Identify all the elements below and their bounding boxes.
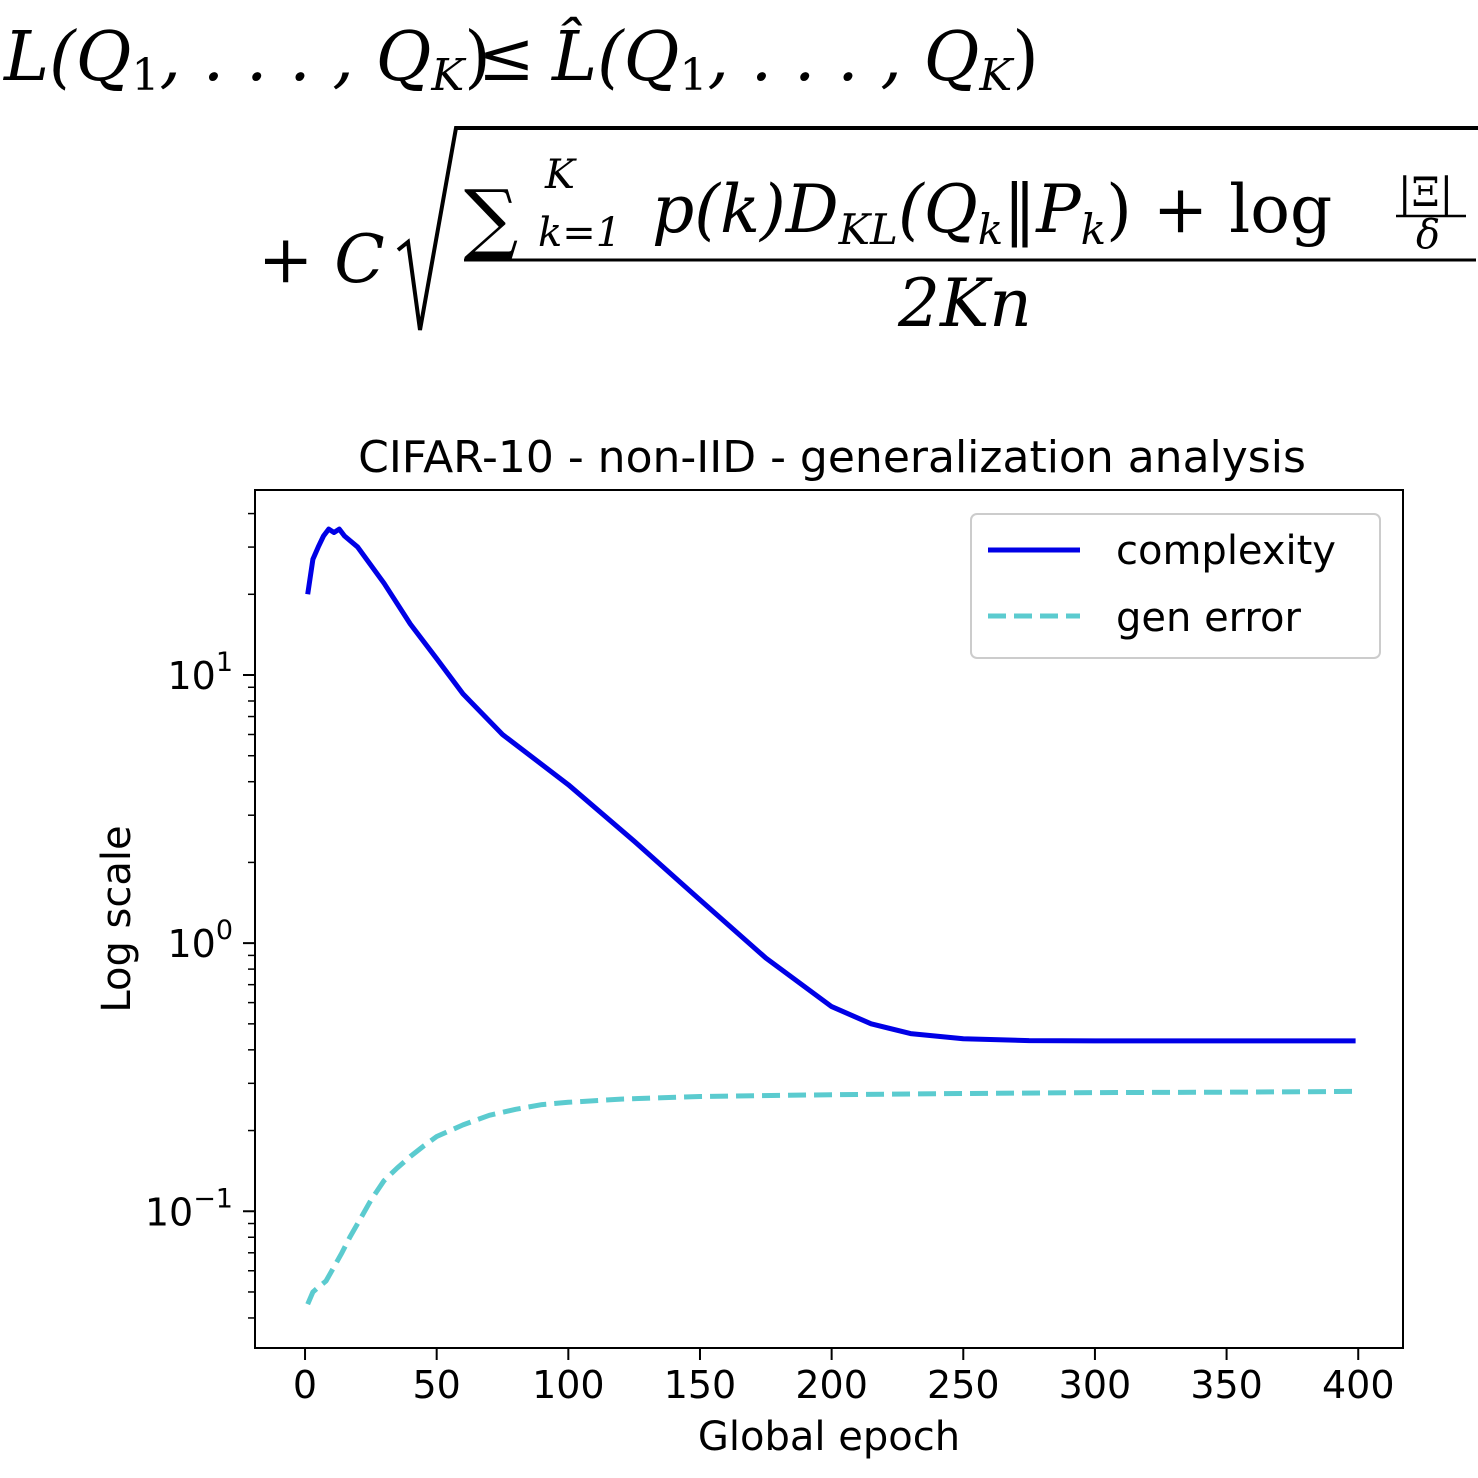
chart: CIFAR-10 - non-IID - generalization anal… xyxy=(94,432,1404,1460)
formula-KL-sub: KL xyxy=(838,205,898,254)
formula-denominator: 2Kn xyxy=(897,265,1032,342)
x-tick-label: 100 xyxy=(532,1363,605,1407)
x-tick-label: 150 xyxy=(664,1363,737,1407)
formula-close-paren-b: ) xyxy=(1012,18,1039,97)
radical-sign xyxy=(396,126,1478,331)
x-tick-label: 200 xyxy=(795,1363,868,1407)
formula-plus-C: + C xyxy=(258,221,385,298)
x-axis-label: Global epoch xyxy=(698,1414,960,1460)
x-tick-label: 300 xyxy=(1059,1363,1132,1407)
x-tick-label: 250 xyxy=(927,1363,1000,1407)
formula-line-2: + C ∑ K k=1 p(k)DKL(Qk‖Pk) + log |Ξ| δ 2… xyxy=(258,126,1478,342)
formula-sum-lower: k=1 xyxy=(538,210,621,256)
formula-norm: ‖P xyxy=(1003,171,1082,248)
svg-text:L(Q1, . . . , QK): L(Q1, . . . , QK) xyxy=(2,18,491,101)
formula-lhs: L(Q xyxy=(2,18,131,97)
x-axis-ticks: 0 50 100 150 200 250 300 350 400 xyxy=(293,1348,1395,1407)
plot-area xyxy=(254,489,1404,1349)
formula-Qk-open: (Q xyxy=(898,171,978,248)
formula-k-sub-b: k xyxy=(1081,205,1106,254)
formula-k-sub: k xyxy=(978,205,1003,254)
formula-p-of-k: p(k)D xyxy=(652,171,839,248)
formula-ellipsis-b: , . . . , Q xyxy=(707,18,979,97)
legend: complexity gen error xyxy=(970,513,1381,659)
x-tick-label: 400 xyxy=(1322,1363,1395,1407)
y-tick-label: 100 xyxy=(167,915,233,966)
formula-close-paren: ) xyxy=(464,18,491,97)
x-tick-label: 350 xyxy=(1190,1363,1263,1407)
legend-label-complexity: complexity xyxy=(1116,528,1336,574)
formula-sub-K: K xyxy=(430,50,466,101)
legend-label-gen-error: gen error xyxy=(1116,595,1301,641)
y-tick-label: 10−1 xyxy=(145,1183,233,1234)
series-line-gen-error xyxy=(305,1088,1356,1306)
formula-close-plus-log: ) + log xyxy=(1106,171,1332,248)
series-line-complexity xyxy=(305,526,1356,1044)
formula-ellipsis: , . . . , Q xyxy=(159,18,431,97)
formula-sum: ∑ xyxy=(464,173,518,262)
formula-sub-1b: 1 xyxy=(679,50,707,101)
formula-line-1: L(Q1, . . . , QK) ≤ L̂(Q1, . . . , QK) xyxy=(2,17,1039,101)
series-layer xyxy=(305,526,1356,1306)
formula-sum-upper: K xyxy=(544,152,577,198)
chart-title: CIFAR-10 - non-IID - generalization anal… xyxy=(358,432,1306,483)
formula-frac-den: δ xyxy=(1416,212,1440,258)
formula-frac-num: |Ξ| xyxy=(1398,170,1453,216)
svg-text:L̂(Q1, . . . , QK): L̂(Q1, . . . , QK) xyxy=(550,17,1039,101)
x-tick-label: 50 xyxy=(412,1363,460,1407)
y-tick-label: 101 xyxy=(167,647,233,698)
y-axis-ticks: 10−1 100 101 xyxy=(145,512,255,1319)
svg-text:p(k)DKL(Qk‖Pk) + log: p(k)DKL(Qk‖Pk) + log xyxy=(652,171,1332,254)
formula-sub-K-b: K xyxy=(978,50,1014,101)
y-axis-label: Log scale xyxy=(94,825,140,1012)
formula-sub-1: 1 xyxy=(131,50,159,101)
formula-rhs-hat: L̂(Q xyxy=(550,17,679,97)
x-tick-label: 0 xyxy=(293,1363,317,1407)
formula-leq: ≤ xyxy=(478,18,535,97)
